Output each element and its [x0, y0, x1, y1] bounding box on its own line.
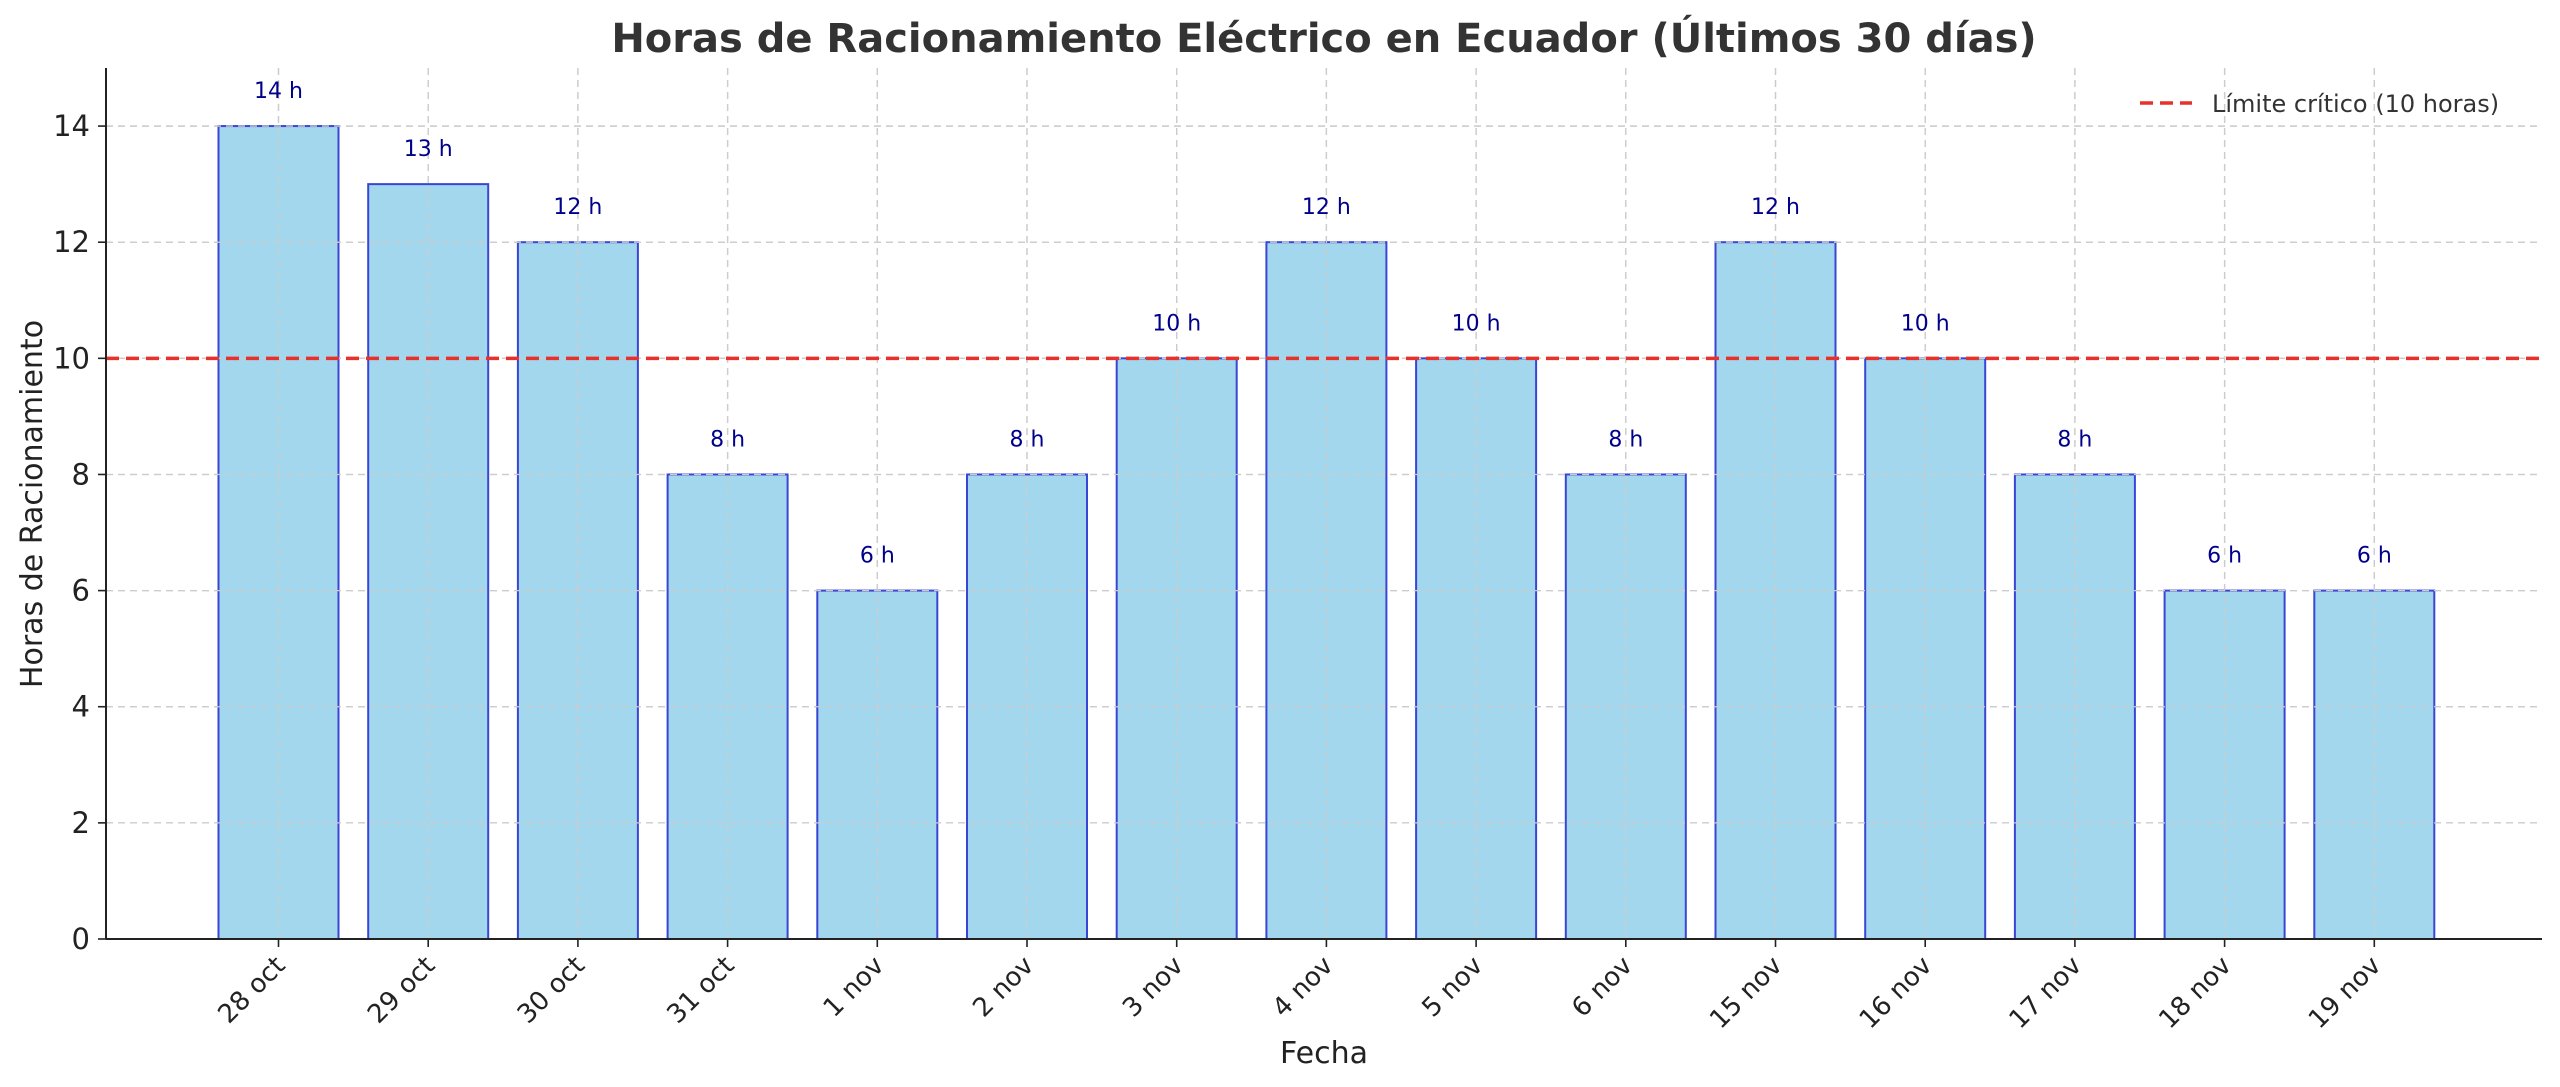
y-tick-label: 14: [53, 109, 90, 143]
bar-value-label: 12 h: [553, 195, 602, 220]
x-tick-label: 18 nov: [2153, 951, 2237, 1035]
bar-value-label: 12 h: [1751, 195, 1800, 220]
bar-value-label: 8 h: [1010, 427, 1045, 452]
y-tick-label: 0: [72, 922, 90, 956]
x-tick-label: 5 nov: [1417, 951, 1490, 1024]
bar-value-label: 10 h: [1901, 311, 1950, 336]
bar-value-label: 6 h: [2357, 544, 2392, 569]
x-tick-label: 2 nov: [967, 951, 1040, 1024]
bar-value-label: 8 h: [1608, 427, 1643, 452]
legend: Límite crítico (10 horas): [2140, 90, 2499, 118]
bars-layer: [106, 68, 2542, 941]
x-tick-label: 28 oct: [212, 951, 291, 1030]
bar-value-label: 10 h: [1452, 311, 1501, 336]
y-axis-title: Horas de Racionamiento: [15, 320, 50, 688]
x-tick-label: 16 nov: [1854, 951, 1938, 1035]
bar-value-label: 6 h: [2207, 544, 2242, 569]
bar-value-label: 12 h: [1302, 195, 1351, 220]
axes-layer: [98, 68, 2542, 947]
x-tick-label: 30 oct: [512, 951, 591, 1030]
chart-title: Horas de Racionamiento Eléctrico en Ecua…: [611, 14, 2036, 62]
x-tick-label: 4 nov: [1267, 951, 1340, 1024]
y-tick-label: 6: [72, 574, 90, 608]
y-tick-label: 8: [72, 457, 90, 491]
x-axis-title: Fecha: [1280, 1036, 1368, 1071]
bar-value-label: 8 h: [710, 427, 745, 452]
bar-value-label: 14 h: [254, 79, 303, 104]
bar-value-label: 8 h: [2057, 427, 2092, 452]
x-tick-label: 31 oct: [662, 951, 741, 1030]
x-tick-label: 1 nov: [818, 951, 891, 1024]
x-tick-label: 29 oct: [362, 951, 441, 1030]
x-tick-label: 17 nov: [2004, 951, 2088, 1035]
x-tick-label: 3 nov: [1117, 951, 1190, 1024]
bar-value-label: 6 h: [860, 544, 895, 569]
legend-label: Límite crítico (10 horas): [2212, 90, 2499, 118]
y-tick-label: 2: [72, 806, 90, 840]
x-tick-label: 19 nov: [2303, 951, 2387, 1035]
bar-value-label: 10 h: [1152, 311, 1201, 336]
y-tick-label: 10: [53, 341, 90, 375]
y-tick-label: 12: [53, 225, 90, 259]
bar-value-label: 13 h: [404, 137, 453, 162]
x-tick-label: 6 nov: [1566, 951, 1639, 1024]
x-tick-label: 15 nov: [1704, 951, 1788, 1035]
y-tick-label: 4: [72, 690, 90, 724]
